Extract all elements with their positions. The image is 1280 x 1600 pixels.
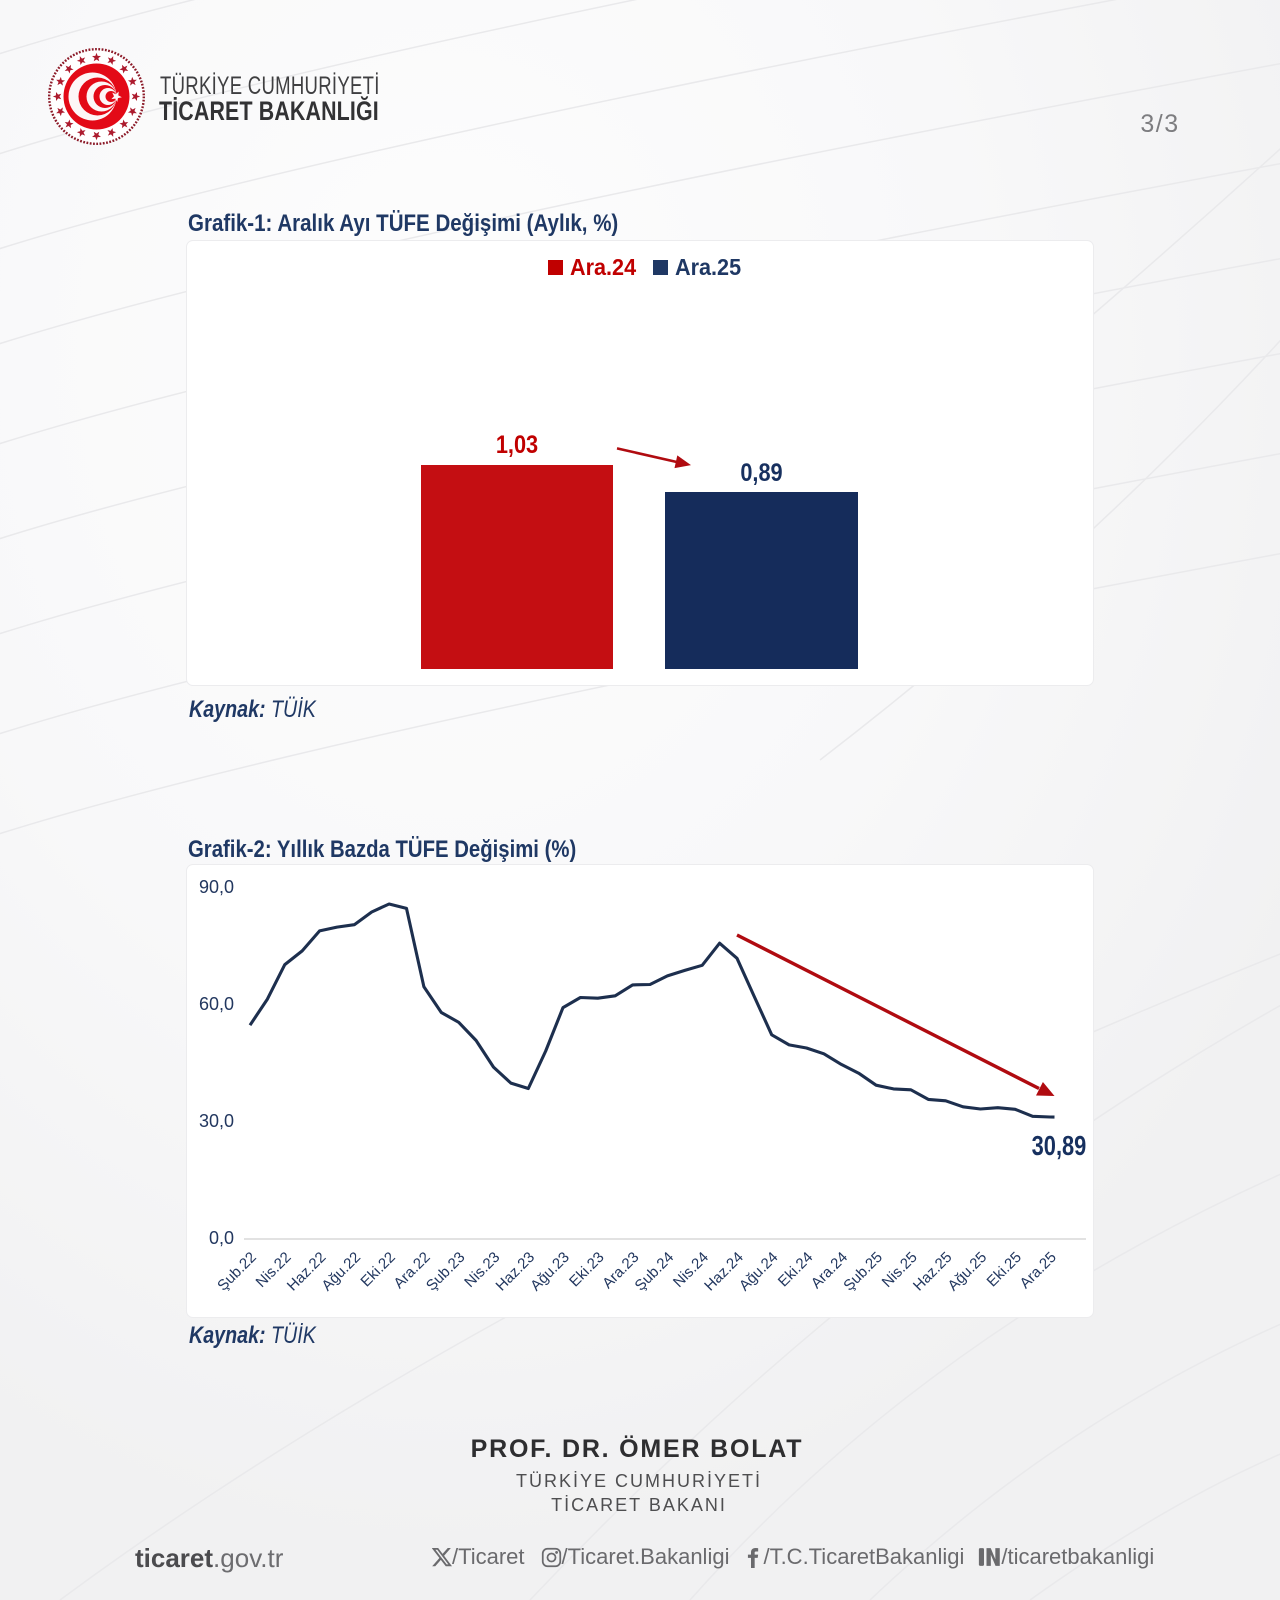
svg-text:Şub.24: Şub.24 xyxy=(632,1249,678,1295)
svg-text:Şub.23: Şub.23 xyxy=(423,1249,469,1295)
svg-text:Eki.25: Eki.25 xyxy=(984,1249,1026,1291)
svg-text:Ağu.23: Ağu.23 xyxy=(527,1249,573,1295)
svg-text:Şub.22: Şub.22 xyxy=(214,1249,260,1295)
svg-text:Eki.23: Eki.23 xyxy=(566,1249,608,1291)
svg-text:30,0: 30,0 xyxy=(199,1111,234,1131)
svg-text:0,0: 0,0 xyxy=(209,1228,234,1248)
svg-text:Ağu.25: Ağu.25 xyxy=(945,1249,991,1295)
svg-text:Ağu.22: Ağu.22 xyxy=(318,1249,364,1295)
svg-text:90,0: 90,0 xyxy=(199,877,234,897)
svg-text:Ağu.24: Ağu.24 xyxy=(736,1249,782,1295)
svg-text:Eki.24: Eki.24 xyxy=(775,1249,817,1291)
svg-text:60,0: 60,0 xyxy=(199,994,234,1014)
svg-text:Eki.22: Eki.22 xyxy=(357,1249,399,1291)
svg-text:Şub.25: Şub.25 xyxy=(840,1249,886,1295)
svg-text:Ara.25: Ara.25 xyxy=(1017,1249,1060,1292)
